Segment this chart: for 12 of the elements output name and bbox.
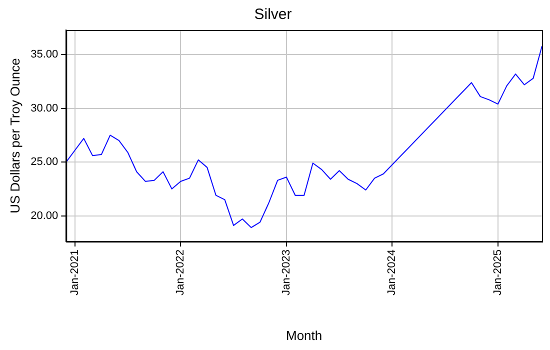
y-tick-label: 25.00 bbox=[30, 156, 58, 168]
chart-title: Silver bbox=[254, 6, 292, 24]
x-tick-label: Jan-2025 bbox=[492, 250, 504, 296]
x-axis-title: Month bbox=[286, 328, 322, 343]
x-tick-label: Jan-2021 bbox=[68, 250, 81, 296]
y-tick-label: 20.00 bbox=[30, 210, 58, 222]
x-tick-label: Jan-2023 bbox=[280, 250, 292, 296]
x-tick-label: Jan-2022 bbox=[174, 250, 187, 296]
y-tick-label: 30.00 bbox=[30, 102, 58, 114]
y-axis-title: US Dollars per Troy Ounce bbox=[7, 58, 22, 214]
y-tick-label: 35.00 bbox=[30, 48, 58, 61]
x-tick-label: Jan-2024 bbox=[386, 250, 398, 296]
